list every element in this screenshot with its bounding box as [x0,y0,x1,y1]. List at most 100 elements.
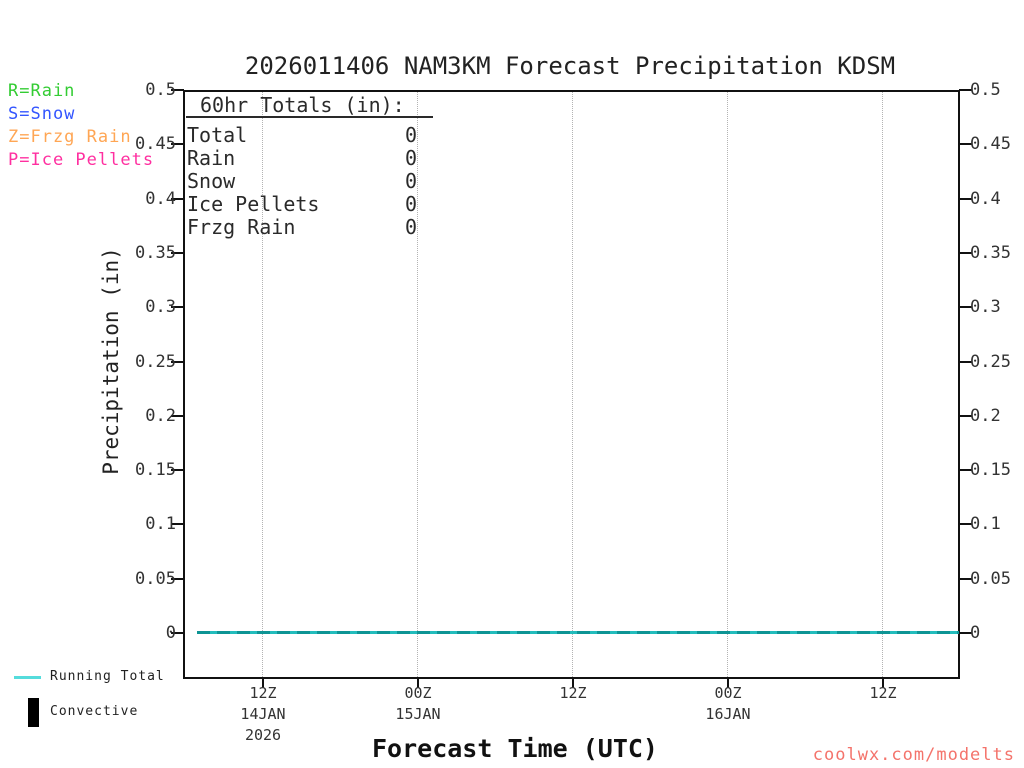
y-tick-label: 0.1 [145,514,176,534]
y-tick-label: 0.3 [970,297,1001,317]
totals-label: Rain [187,146,236,170]
y-tick-label: 0.45 [135,134,176,154]
chart-title: 2026011406 NAM3KM Forecast Precipitation… [244,52,896,80]
totals-label: Ice Pellets [187,192,320,216]
y-tick-mark [171,306,184,308]
y-tick-mark [171,89,184,91]
key-rain: R=Rain [8,81,76,101]
y-tick-label: 0.25 [135,352,176,372]
x-tick-mark [417,679,419,688]
x-tick-date: 16JAN [705,705,751,723]
y-tick-label: 0.4 [145,189,176,209]
totals-value: 0 [404,146,417,170]
y-tick-mark [959,143,972,145]
y-tick-label: 0.1 [970,514,1001,534]
y-tick-mark [171,523,184,525]
totals-value: 0 [404,123,417,147]
totals-box: Total 0 Rain 0 Snow 0 Ice Pellets 0 Frzg… [187,124,417,239]
y-tick-label: 0.25 [970,352,1011,372]
totals-row-total: Total 0 [187,124,417,147]
totals-value: 0 [404,169,417,193]
y-tick-label: 0.35 [135,243,176,263]
y-tick-label: 0.4 [970,189,1001,209]
gridline [262,90,263,679]
y-tick-mark [959,632,972,634]
key-ice-pellets: P=Ice Pellets [8,150,155,170]
precip-type-color-key: R=Rain S=Snow Z=Frzg Rain P=Ice Pellets [8,80,178,172]
y-tick-mark [171,469,184,471]
x-tick-mark [262,679,264,688]
plot-frame [183,90,960,679]
y-tick-mark [171,578,184,580]
totals-row-snow: Snow 0 [187,170,417,193]
y-tick-mark [959,578,972,580]
totals-row-frzg-rain: Frzg Rain 0 [187,216,417,239]
convective-legend-label: Convective [50,704,139,719]
y-tick-label: 0.5 [970,80,1001,100]
convective-legend-swatch [28,698,39,727]
totals-label: Snow [187,169,236,193]
totals-row-ice-pellets: Ice Pellets 0 [187,193,417,216]
totals-label: Total [187,123,248,147]
x-tick-label-group: 00Z 15JAN [358,683,478,725]
x-tick-time: 12Z [249,684,277,702]
gridline [882,90,883,679]
y-tick-mark [959,198,972,200]
key-snow: S=Snow [8,104,76,124]
watermark-url: coolwx.com/modelts [812,745,1015,765]
y-tick-mark [959,415,972,417]
totals-box-heading: 60hr Totals (in): [186,92,433,118]
x-tick-mark [727,679,729,688]
running-total-line [197,631,959,634]
y-tick-mark [959,306,972,308]
y-tick-mark [171,252,184,254]
y-tick-label: 0.45 [970,134,1011,154]
y-tick-mark [171,198,184,200]
y-tick-label: 0.15 [135,460,176,480]
y-tick-mark [959,252,972,254]
y-tick-label: 0 [970,623,981,643]
gridline [417,90,418,679]
y-tick-label: 0.2 [145,406,176,426]
y-tick-label: 0.5 [145,80,176,100]
x-tick-label-group: 12Z 14JAN 2026 [203,683,323,746]
x-tick-time: 00Z [714,684,742,702]
y-tick-mark [171,361,184,363]
y-tick-mark [959,523,972,525]
y-tick-mark [959,361,972,363]
totals-label: Frzg Rain [187,215,296,239]
totals-row-rain: Rain 0 [187,147,417,170]
y-tick-label: 0.2 [970,406,1001,426]
y-tick-label: 0 [165,623,176,643]
running-total-legend-label: Running Total [50,669,165,684]
x-tick-time: 12Z [559,684,587,702]
y-tick-label: 0.3 [145,297,176,317]
x-tick-time: 12Z [869,684,897,702]
totals-value: 0 [404,215,417,239]
gridline [727,90,728,679]
x-tick-label-group: 12Z [513,683,633,704]
x-tick-label-group: 00Z 16JAN [668,683,788,725]
x-tick-date: 15JAN [395,705,441,723]
gridline [572,90,573,679]
x-tick-mark [572,679,574,688]
y-tick-mark [171,632,184,634]
y-tick-label: 0.05 [135,569,176,589]
y-tick-mark [959,469,972,471]
y-tick-mark [171,143,184,145]
x-axis-label: Forecast Time (UTC) [372,734,658,763]
y-tick-mark [171,415,184,417]
x-tick-year: 2026 [244,726,282,744]
y-tick-mark [959,89,972,91]
key-frzg-rain: Z=Frzg Rain [8,127,132,147]
x-tick-date: 14JAN [240,705,286,723]
y-tick-label: 0.35 [970,243,1011,263]
running-total-legend-swatch [14,676,41,679]
y-tick-label: 0.05 [970,569,1011,589]
x-tick-time: 00Z [404,684,432,702]
x-tick-label-group: 12Z [823,683,943,704]
y-tick-label: 0.15 [970,460,1011,480]
x-tick-mark [882,679,884,688]
totals-value: 0 [404,192,417,216]
